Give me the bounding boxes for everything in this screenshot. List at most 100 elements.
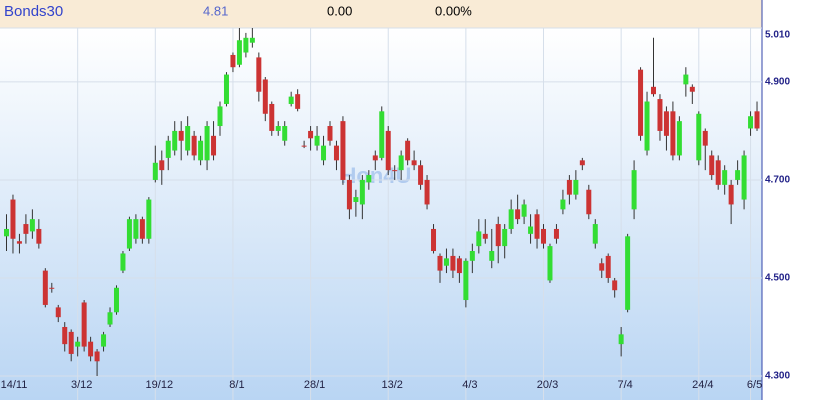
candle-body (359, 179, 365, 205)
candle-body (418, 165, 424, 185)
candle-body (36, 228, 42, 244)
candle-body (469, 251, 475, 261)
candle-body (560, 199, 566, 210)
candle-body (120, 253, 126, 271)
candle-body (450, 255, 456, 271)
candle-body (353, 197, 359, 202)
candle-body (579, 160, 585, 166)
y-tick-label: 4.300 (765, 371, 790, 382)
candle-body (113, 287, 119, 313)
plot-background (0, 28, 762, 400)
candle-body (631, 170, 637, 210)
change: 0.00 (327, 3, 352, 18)
candle-body (437, 255, 443, 271)
candle-body (321, 145, 327, 161)
candle-body (204, 126, 210, 161)
candle-body (88, 341, 94, 357)
x-tick-label: 8/1 (229, 379, 244, 391)
candle-body (42, 270, 48, 305)
x-tick-label: 20/3 (537, 379, 558, 391)
y-tick-label: 4.700 (765, 175, 790, 186)
candle-body (663, 111, 669, 136)
candle-body (165, 140, 171, 158)
candle-body (534, 214, 540, 239)
candle-body (651, 86, 656, 95)
candle-body (282, 126, 288, 141)
candle-body (696, 113, 702, 161)
candle-body (29, 219, 35, 232)
candle-body (295, 94, 301, 109)
candle-body (508, 209, 514, 229)
candle-body (327, 126, 333, 141)
last-price: 4.81 (203, 3, 228, 18)
candle-body (275, 126, 281, 131)
candle-body (424, 179, 430, 205)
candle-body (211, 135, 217, 156)
y-tick-label: 4.900 (765, 77, 790, 88)
candle-body (385, 130, 391, 171)
candle-body (625, 236, 631, 310)
candle-body (159, 160, 165, 171)
candle-body (728, 184, 734, 205)
candle-body (547, 246, 553, 281)
header-bar (0, 0, 762, 28)
instrument-name: Bonds30 (4, 3, 63, 20)
candle-body (515, 209, 521, 220)
candle-body (185, 126, 191, 151)
candle-body (346, 179, 352, 210)
candle-body (236, 40, 242, 65)
candle-body (101, 334, 107, 347)
candle-body (256, 57, 262, 92)
candle-body (722, 170, 728, 185)
candle-body (269, 103, 275, 131)
candle-body (81, 302, 87, 347)
x-tick-label: 24/4 (692, 379, 713, 391)
candle-body (405, 140, 411, 161)
candle-body (62, 326, 68, 345)
candle-body (314, 135, 320, 146)
candle-body (748, 116, 754, 129)
candle-body (94, 351, 100, 362)
candle-body (657, 99, 663, 131)
candle-body (605, 255, 611, 278)
candle-body (4, 228, 9, 237)
candle-body (702, 130, 708, 146)
candle-body (502, 228, 508, 247)
candle-body (198, 140, 204, 161)
candle-body (10, 199, 16, 239)
candle-body (592, 224, 598, 244)
candle-body (379, 111, 385, 158)
candle-body (482, 233, 488, 239)
candle-body (495, 224, 501, 247)
candle-body (754, 111, 760, 129)
candle-body (243, 37, 249, 53)
candle-body (23, 224, 29, 234)
candle-body (411, 160, 417, 166)
x-tick-label: 6/5 (747, 379, 762, 391)
candle-body (683, 74, 689, 85)
candle-body (126, 219, 132, 249)
candle-body (715, 160, 721, 185)
candle-body (366, 175, 372, 183)
candle-body (372, 155, 378, 161)
candle-body (676, 121, 682, 156)
candle-body (75, 341, 81, 347)
candle-body (55, 307, 61, 318)
candle-body (262, 79, 268, 114)
y-tick-label: 4.500 (765, 273, 790, 284)
x-tick-label: 3/12 (71, 379, 92, 391)
candle-body (146, 199, 152, 239)
candle-body (107, 312, 113, 325)
candle-body (476, 231, 482, 247)
x-tick-label: 7/4 (618, 379, 633, 391)
candle-body (489, 251, 495, 261)
candle-body (152, 162, 158, 180)
candle-body (431, 228, 437, 252)
candle-body (392, 170, 398, 172)
candle-body (230, 54, 236, 68)
candle-body (566, 179, 572, 195)
candle-body (16, 241, 22, 244)
candle-body (443, 258, 449, 266)
candle-body (599, 263, 605, 271)
